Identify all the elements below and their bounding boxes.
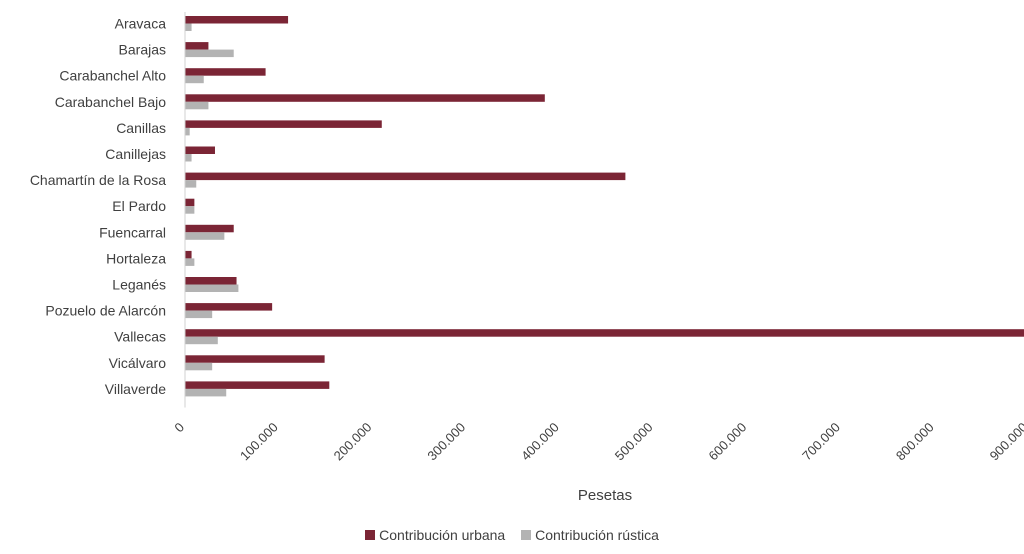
legend: Contribución urbana Contribución rústica xyxy=(0,527,1024,543)
category-label-leganes: Leganés xyxy=(112,277,166,293)
bars-group xyxy=(185,16,1024,397)
bar-rustica-fuencarral xyxy=(185,232,225,240)
category-label-el-pardo: El Pardo xyxy=(112,198,166,214)
bar-rustica-vallecas xyxy=(185,336,218,345)
legend-swatch-rustica xyxy=(521,530,532,540)
category-label-fuencarral: Fuencarral xyxy=(99,224,166,240)
bar-rustica-carabanchel-alto xyxy=(185,75,204,84)
bar-rustica-villaverde xyxy=(185,388,227,397)
bar-rustica-barajas xyxy=(185,49,234,58)
bar-rustica-chamartin-de-la-rosa xyxy=(185,180,197,188)
bar-rustica-canillejas xyxy=(185,154,192,162)
category-label-vallecas: Vallecas xyxy=(114,329,166,345)
bar-rustica-canillas xyxy=(185,127,190,136)
category-label-vicalvaro: Vicálvaro xyxy=(109,355,167,371)
category-label-barajas: Barajas xyxy=(119,42,166,58)
category-label-pozuelo-de-alarcon: Pozuelo de Alarcón xyxy=(45,303,166,319)
bar-rustica-el-pardo xyxy=(185,206,195,214)
x-tick-label: 300.000 xyxy=(424,420,468,464)
legend-label-urbana: Contribución urbana xyxy=(379,527,506,543)
bar-urbana-leganes xyxy=(185,277,237,285)
legend-item-urbana: Contribución urbana xyxy=(365,527,505,543)
x-tick-label: 500.000 xyxy=(612,420,656,464)
x-tick-label: 900.000 xyxy=(987,420,1024,464)
bar-urbana-canillejas xyxy=(185,146,215,154)
x-tick-label: 0 xyxy=(171,420,187,436)
bar-urbana-canillas xyxy=(185,120,382,128)
x-tick-label: 400.000 xyxy=(518,420,562,464)
legend-label-rustica: Contribución rústica xyxy=(535,527,659,543)
bar-rustica-aravaca xyxy=(185,23,192,31)
category-label-aravaca: Aravaca xyxy=(115,16,167,32)
x-tick-label: 600.000 xyxy=(705,420,749,464)
bar-rustica-carabanchel-bajo xyxy=(185,101,209,110)
bar-rustica-hortaleza xyxy=(185,258,195,266)
x-tick-label: 700.000 xyxy=(799,420,843,464)
x-axis-title: Pesetas xyxy=(578,487,632,504)
bar-urbana-fuencarral xyxy=(185,224,234,233)
category-label-hortaleza: Hortaleza xyxy=(106,250,166,266)
bar-urbana-carabanchel-alto xyxy=(185,68,266,76)
legend-swatch-urbana xyxy=(365,530,376,540)
category-label-canillejas: Canillejas xyxy=(105,146,166,162)
x-tick-label: 200.000 xyxy=(331,420,375,464)
bar-urbana-pozuelo-de-alarcon xyxy=(185,303,273,311)
category-label-carabanchel-alto: Carabanchel Alto xyxy=(59,68,166,84)
bar-urbana-el-pardo xyxy=(185,198,195,207)
legend-item-rustica: Contribución rústica xyxy=(521,527,659,543)
bar-urbana-villaverde xyxy=(185,381,330,389)
bar-rustica-vicalvaro xyxy=(185,362,213,371)
category-label-canillas: Canillas xyxy=(116,120,166,136)
bar-urbana-carabanchel-bajo xyxy=(185,94,545,102)
bar-rustica-pozuelo-de-alarcon xyxy=(185,310,213,319)
x-tick-labels: 0 100.000 200.000 300.000 400.000 500.000 600.… xyxy=(171,420,1024,464)
bar-urbana-aravaca xyxy=(185,16,289,24)
bar-rustica-leganes xyxy=(185,284,239,292)
category-label-chamartin-de-la-rosa: Chamartín de la Rosa xyxy=(30,172,166,188)
category-label-carabanchel-bajo: Carabanchel Bajo xyxy=(55,94,167,110)
bar-urbana-hortaleza xyxy=(185,250,192,259)
category-labels: Aravaca Barajas Carabanchel Alto Carabanche… xyxy=(30,16,166,397)
x-tick-label: 800.000 xyxy=(893,420,937,464)
bar-urbana-vicalvaro xyxy=(185,355,325,363)
bar-urbana-chamartin-de-la-rosa xyxy=(185,172,626,181)
bar-urbana-vallecas xyxy=(185,329,1024,337)
x-tick-label: 100.000 xyxy=(237,420,281,464)
category-label-villaverde: Villaverde xyxy=(105,381,166,397)
bar-urbana-barajas xyxy=(185,42,209,50)
